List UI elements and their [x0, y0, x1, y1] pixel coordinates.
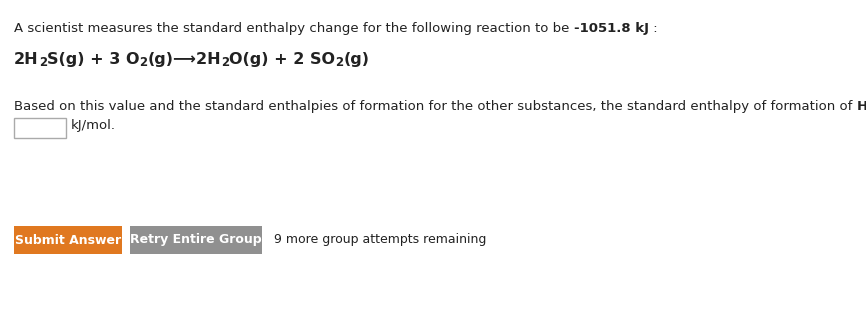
Text: (g)⟶2H: (g)⟶2H: [147, 52, 221, 67]
Text: Submit Answer: Submit Answer: [15, 234, 121, 246]
Text: A scientist measures the standard enthalpy change for the following reaction to : A scientist measures the standard enthal…: [14, 22, 573, 35]
Text: -1051.8 kJ: -1051.8 kJ: [573, 22, 649, 35]
Text: :: :: [649, 22, 657, 35]
Text: H: H: [856, 100, 866, 113]
Bar: [14, 118, 66, 138]
Text: 2: 2: [335, 56, 343, 69]
Text: Retry Entire Group: Retry Entire Group: [130, 234, 262, 246]
Text: Based on this value and the standard enthalpies of formation for the other subst: Based on this value and the standard ent…: [14, 100, 856, 113]
Text: 2: 2: [221, 56, 229, 69]
Text: (g): (g): [343, 52, 369, 67]
Text: S(g) + 3 O: S(g) + 3 O: [47, 52, 139, 67]
Text: 2: 2: [139, 56, 147, 69]
Text: 9 more group attempts remaining: 9 more group attempts remaining: [274, 234, 487, 246]
Text: 2: 2: [39, 56, 47, 69]
Bar: [130, 226, 262, 254]
Text: O(g) + 2 SO: O(g) + 2 SO: [229, 52, 335, 67]
Text: 2H: 2H: [14, 52, 39, 67]
Bar: [14, 226, 122, 254]
Text: kJ/mol.: kJ/mol.: [71, 119, 116, 132]
